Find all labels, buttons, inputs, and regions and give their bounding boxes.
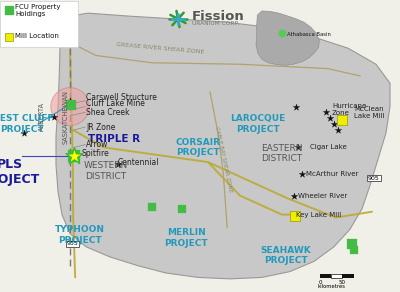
Point [292, 214, 298, 218]
Point [323, 110, 329, 115]
Text: Cigar Lake: Cigar Lake [310, 145, 347, 150]
Text: Mill Location: Mill Location [15, 34, 59, 39]
Text: 0: 0 [318, 280, 322, 285]
Text: 905: 905 [368, 175, 380, 181]
Text: WEST CLUFF
PROJECT: WEST CLUFF PROJECT [0, 114, 54, 134]
Point [71, 154, 77, 159]
Text: Cluff Lake Mine: Cluff Lake Mine [86, 99, 145, 108]
Point [21, 131, 27, 135]
Point [331, 122, 337, 126]
Point [67, 98, 73, 103]
Text: kilometres: kilometres [317, 284, 345, 289]
Point [327, 116, 333, 121]
FancyBboxPatch shape [0, 1, 78, 47]
Text: GREASE RIVER SHEAR ZONE: GREASE RIVER SHEAR ZONE [116, 42, 204, 55]
Point [349, 241, 355, 246]
Text: JR Zone: JR Zone [86, 123, 115, 131]
Text: TRIPLE R: TRIPLE R [88, 134, 140, 144]
Point [71, 154, 77, 159]
Point [335, 128, 341, 132]
Text: LAROCQUE
PROJECT: LAROCQUE PROJECT [230, 114, 286, 134]
Text: Key Lake Mill: Key Lake Mill [296, 212, 341, 218]
Point [279, 31, 285, 35]
Text: McClean
Lake Mill: McClean Lake Mill [354, 106, 384, 119]
Text: TYPHOON
PROJECT: TYPHOON PROJECT [55, 225, 105, 245]
Text: SEAHAWK
PROJECT: SEAHAWK PROJECT [261, 246, 311, 265]
Point [6, 8, 12, 13]
Text: CORSAIR
PROJECT: CORSAIR PROJECT [176, 138, 220, 157]
Text: Shea Creek: Shea Creek [86, 108, 130, 117]
Point [6, 34, 12, 39]
Point [115, 161, 121, 166]
Point [68, 103, 74, 107]
Text: Spitfire: Spitfire [82, 149, 110, 158]
Point [299, 171, 305, 176]
Text: 955: 955 [67, 241, 79, 246]
Text: MERLIN
PROJECT: MERLIN PROJECT [164, 228, 208, 248]
Text: Hurricane
Zone: Hurricane Zone [332, 103, 366, 116]
Text: Centennial: Centennial [118, 158, 160, 166]
Text: WESTERN
DISTRICT: WESTERN DISTRICT [84, 161, 128, 180]
Text: 50: 50 [339, 280, 346, 285]
Point [179, 206, 185, 211]
Polygon shape [256, 11, 319, 65]
Text: ALBERTA: ALBERTA [39, 102, 45, 131]
Polygon shape [56, 13, 390, 279]
Point [351, 247, 357, 252]
Text: PLS
PROJECT: PLS PROJECT [0, 158, 40, 186]
Text: CABLE BAY SHEAR ZONE: CABLE BAY SHEAR ZONE [214, 126, 233, 192]
Point [339, 118, 346, 123]
Text: EASTERN
DISTRICT: EASTERN DISTRICT [261, 144, 303, 163]
Text: Wheeler River: Wheeler River [298, 193, 347, 199]
Text: URANIUM CORP.: URANIUM CORP. [192, 21, 239, 27]
Text: Fission: Fission [192, 10, 245, 22]
Text: FCU Property
Holdings: FCU Property Holdings [15, 4, 61, 17]
Text: Carswell Structure: Carswell Structure [86, 93, 157, 102]
Text: Athabasca Basin: Athabasca Basin [287, 32, 331, 37]
Ellipse shape [51, 88, 89, 126]
Point [291, 193, 297, 198]
Point [51, 114, 57, 119]
Text: Arrow: Arrow [86, 140, 108, 149]
Point [149, 205, 155, 210]
Text: SASKATCHEWAN: SASKATCHEWAN [62, 90, 68, 144]
Point [295, 145, 301, 150]
Point [293, 104, 299, 109]
Text: McArthur River: McArthur River [306, 171, 358, 177]
